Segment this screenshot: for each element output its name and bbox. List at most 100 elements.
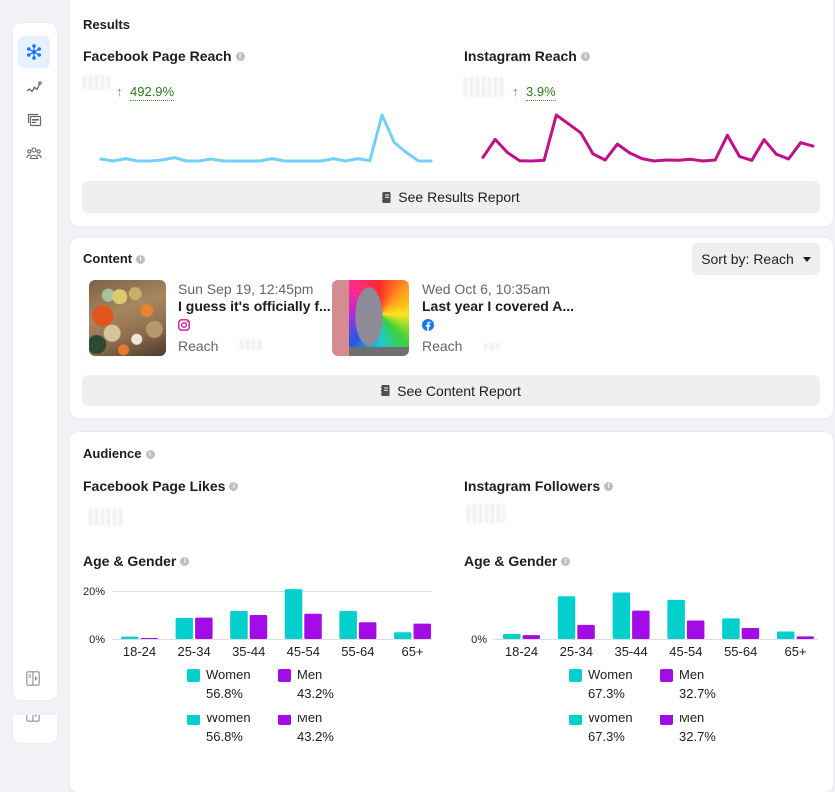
sparkline-point[interactable] <box>628 151 631 155</box>
sparkline-point[interactable] <box>246 159 250 163</box>
bar-women-55-64[interactable] <box>722 618 740 639</box>
post-thumbnail[interactable] <box>332 280 409 356</box>
sparkline-point[interactable] <box>319 159 323 163</box>
bar-men-65+[interactable] <box>413 623 432 639</box>
sparkline-point[interactable] <box>677 158 680 162</box>
sparkline-point[interactable] <box>689 157 693 161</box>
info-icon[interactable]: i <box>561 556 571 566</box>
sparkline-point[interactable] <box>518 159 522 163</box>
sparkline-point[interactable] <box>148 159 152 163</box>
sparkline-point[interactable] <box>405 151 408 154</box>
sparkline-point[interactable] <box>652 159 656 163</box>
bar-women-45-54[interactable] <box>284 589 303 639</box>
sparkline-point[interactable] <box>429 159 433 163</box>
sparkline-point[interactable] <box>762 138 766 142</box>
bar-men-45-54[interactable] <box>304 613 322 639</box>
bar-men-25-34[interactable] <box>195 617 213 639</box>
sparkline-point[interactable] <box>726 133 729 137</box>
sparkline-point[interactable] <box>282 159 286 163</box>
post-title[interactable]: Last year I covered A... <box>422 298 574 314</box>
post-thumbnail[interactable] <box>89 280 166 356</box>
bar-women-25-34[interactable] <box>175 617 194 639</box>
sparkline-point[interactable] <box>579 131 583 135</box>
sparkline-point[interactable] <box>787 157 790 161</box>
bar-men-55-64[interactable] <box>358 622 377 639</box>
sparkline-point[interactable] <box>616 142 619 146</box>
bar-men-35-44[interactable] <box>249 615 268 639</box>
bar-women-35-44[interactable] <box>612 592 631 639</box>
sparkline-point[interactable] <box>295 159 298 163</box>
sparkline-point[interactable] <box>356 157 359 160</box>
sidebar-item-results[interactable] <box>18 71 50 103</box>
sparkline-point[interactable] <box>774 152 778 156</box>
bar-men-25-34[interactable] <box>577 624 595 639</box>
bar-women-18-24[interactable] <box>503 633 521 639</box>
sparkline-point[interactable] <box>185 159 188 163</box>
info-icon[interactable]: i <box>604 481 614 491</box>
sidebar-item-content[interactable] <box>18 103 50 135</box>
sparkline-point[interactable] <box>221 159 225 163</box>
sparkline-point[interactable] <box>417 159 421 163</box>
sparkline-point[interactable] <box>554 113 558 117</box>
instagram-reach-change[interactable]: 3.9% <box>526 84 556 101</box>
sparkline-point[interactable] <box>530 159 534 163</box>
facebook-reach-change[interactable]: 492.9% <box>130 84 175 101</box>
sparkline-point[interactable] <box>481 155 485 159</box>
collapse-sidebar-button-copy[interactable] <box>17 715 49 730</box>
sparkline-point[interactable] <box>136 159 140 163</box>
sparkline-point[interactable] <box>542 158 546 162</box>
info-icon[interactable]: i <box>180 556 190 566</box>
sparkline-point[interactable] <box>209 157 213 161</box>
sparkline-point[interactable] <box>567 122 570 126</box>
post-title[interactable]: I guess it's officially f... <box>178 298 331 314</box>
sparkline-point[interactable] <box>331 157 335 160</box>
sparkline-point[interactable] <box>738 155 741 158</box>
sidebar-item-overview[interactable] <box>18 36 50 68</box>
bar-women-55-64[interactable] <box>339 610 357 639</box>
info-icon[interactable]: i <box>229 481 239 491</box>
bar-women-35-44[interactable] <box>230 610 248 639</box>
sparkline-point[interactable] <box>258 159 262 163</box>
bar-men-18-24[interactable] <box>140 638 159 639</box>
info-icon[interactable]: i <box>145 449 155 459</box>
sparkline-point[interactable] <box>368 159 372 163</box>
sparkline-point[interactable] <box>664 158 668 162</box>
sort-by-dropdown[interactable]: Sort by: Reach <box>692 243 820 275</box>
sparkline-point[interactable] <box>307 159 311 163</box>
sparkline-point[interactable] <box>799 141 803 145</box>
collapse-sidebar-button[interactable] <box>17 662 49 694</box>
info-icon[interactable]: i <box>235 51 245 61</box>
bar-men-65+[interactable] <box>796 636 815 639</box>
bar-men-35-44[interactable] <box>632 610 650 639</box>
sparkline-point[interactable] <box>124 157 127 160</box>
sparkline-point[interactable] <box>603 158 607 162</box>
sparkline-point[interactable] <box>172 156 176 159</box>
info-icon[interactable]: i <box>580 51 590 61</box>
see-results-report-button[interactable]: See Results Report <box>82 181 820 213</box>
bar-men-18-24[interactable] <box>522 635 541 639</box>
sidebar-item-audience[interactable] <box>18 137 50 169</box>
bar-women-25-34[interactable] <box>557 596 576 639</box>
info-icon[interactable]: i <box>136 254 146 264</box>
sparkline-point[interactable] <box>640 157 644 160</box>
sparkline-point[interactable] <box>591 152 595 156</box>
sparkline-point[interactable] <box>506 151 509 154</box>
sparkline-point[interactable] <box>160 158 164 162</box>
see-content-report-button[interactable]: See Content Report <box>82 375 820 406</box>
sparkline-point[interactable] <box>344 159 347 163</box>
bar-men-45-54[interactable] <box>686 620 705 639</box>
sparkline-point[interactable] <box>392 141 396 144</box>
bar-men-55-64[interactable] <box>741 627 760 639</box>
bar-women-65+[interactable] <box>394 632 412 639</box>
sparkline-point[interactable] <box>380 113 384 117</box>
sparkline-point[interactable] <box>493 138 497 141</box>
bar-women-18-24[interactable] <box>121 636 139 639</box>
sparkline-point[interactable] <box>713 158 717 162</box>
bar-women-65+[interactable] <box>777 631 795 639</box>
sparkline-point[interactable] <box>750 158 754 162</box>
sparkline-point[interactable] <box>111 159 115 163</box>
sparkline-point[interactable] <box>811 144 815 148</box>
sparkline-point[interactable] <box>197 159 201 163</box>
sparkline-point[interactable] <box>270 157 274 160</box>
sparkline-point[interactable] <box>99 157 103 161</box>
